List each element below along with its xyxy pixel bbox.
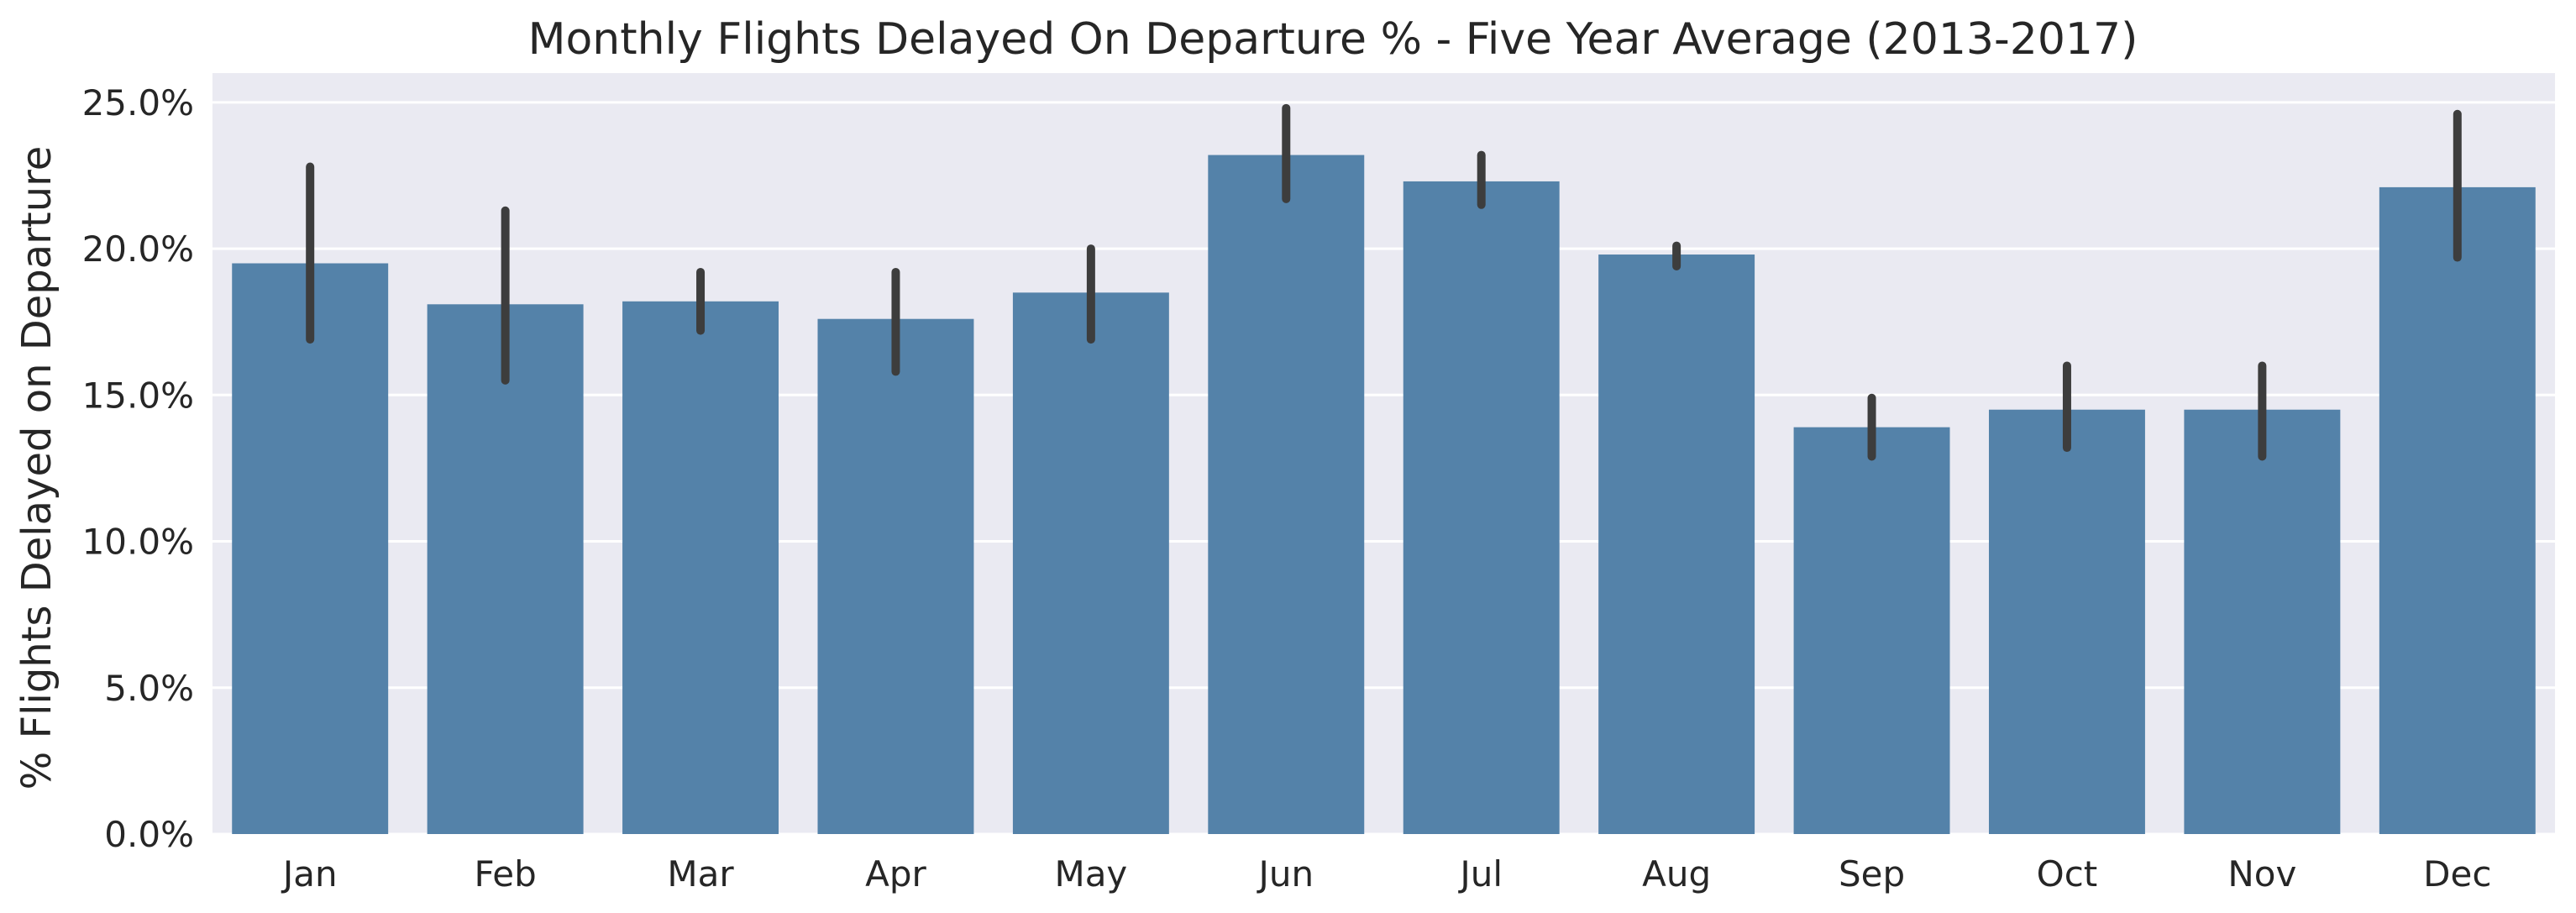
x-tick-label: Apr (865, 853, 926, 895)
bar-apr (817, 318, 974, 834)
bar-jun (1208, 155, 1365, 835)
error-bars (306, 103, 2462, 461)
grid-lines (212, 101, 2555, 836)
x-tick-label: Feb (474, 853, 536, 895)
bar-feb (427, 304, 584, 834)
y-tick-label: 15.0% (82, 375, 194, 416)
x-tick-label: Jun (1256, 853, 1314, 895)
y-axis-ticks: 0.0% 5.0% 10.0% 15.0% 20.0% 25.0% (82, 82, 194, 855)
y-tick-label: 25.0% (82, 82, 194, 123)
bar-mar (622, 301, 779, 834)
x-tick-label: Nov (2227, 853, 2296, 895)
x-tick-label: Sep (1839, 853, 1905, 895)
x-tick-label: Jul (1457, 853, 1503, 895)
x-tick-label: Dec (2423, 853, 2491, 895)
y-tick-label: 20.0% (82, 228, 194, 270)
y-tick-label: 0.0% (104, 814, 194, 855)
x-tick-label: Aug (1642, 853, 1711, 895)
bar-nov (2184, 409, 2341, 834)
x-tick-label: Oct (2037, 853, 2098, 895)
bar-may (1012, 292, 1169, 834)
bar-oct (1988, 409, 2145, 834)
bars (232, 155, 2536, 835)
x-tick-label: Jan (281, 853, 338, 895)
x-tick-label: Mar (667, 853, 734, 895)
bar-jan (232, 263, 389, 834)
bar-jul (1403, 181, 1560, 834)
y-tick-label: 5.0% (104, 668, 194, 709)
y-tick-label: 10.0% (82, 522, 194, 563)
x-axis-ticks: Jan Feb Mar Apr May Jun Jul Aug Sep Oct Nov Dec (281, 853, 2492, 895)
bar-aug (1598, 254, 1755, 834)
plot-background (212, 73, 2555, 834)
bar-sep (1793, 427, 1950, 834)
bar-dec (2379, 186, 2536, 834)
chart-title: Monthly Flights Delayed On Departure % -… (528, 14, 2138, 65)
y-axis-label: % Flights Delayed on Departure (13, 146, 60, 790)
x-tick-label: May (1054, 853, 1127, 895)
